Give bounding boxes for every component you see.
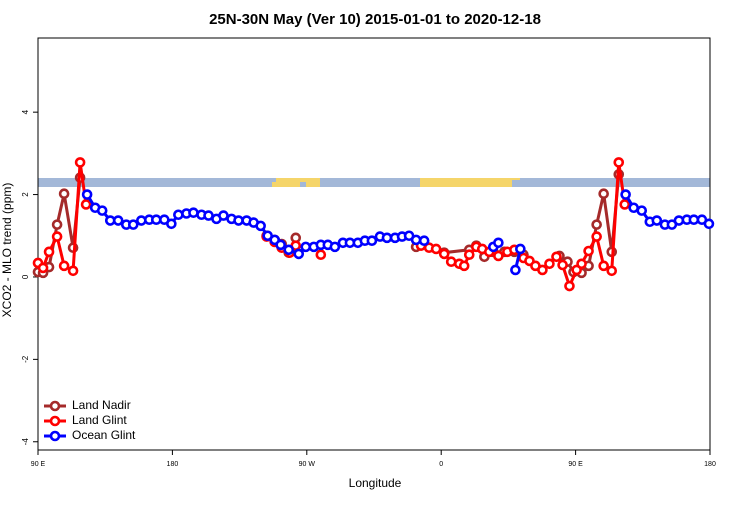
point: [315, 249, 327, 261]
y-axis-label: XCO2 - MLO trend (ppm): [0, 183, 14, 318]
legend-marker: [49, 430, 61, 442]
point: [430, 243, 442, 255]
x-axis-label: Longitude: [349, 476, 402, 490]
point: [74, 157, 86, 168]
legend-label: Land Nadir: [72, 398, 131, 412]
legend-label: Ocean Glint: [72, 428, 136, 442]
point: [703, 218, 715, 230]
point: [96, 205, 108, 216]
plot-frame: [37, 37, 711, 451]
point: [188, 207, 199, 218]
chart-title: 25N-30N May (Ver 10) 2015-01-01 to 2020-…: [209, 11, 541, 28]
point: [255, 220, 266, 232]
point: [619, 199, 631, 210]
point: [37, 262, 49, 274]
y-tick-label: 2: [21, 192, 30, 197]
point: [329, 241, 341, 253]
point: [58, 260, 70, 272]
point: [576, 258, 587, 270]
point: [51, 219, 63, 230]
point: [58, 188, 70, 200]
land-mask-strip: [38, 178, 710, 187]
point: [275, 239, 286, 251]
y-tick-label: -4: [21, 438, 30, 446]
point: [283, 244, 295, 256]
point: [651, 215, 663, 226]
x-tick-label: 0: [439, 461, 443, 468]
point: [366, 235, 378, 247]
point: [591, 219, 602, 230]
point: [127, 219, 139, 230]
point: [418, 235, 430, 247]
legend-marker: [49, 415, 61, 427]
point: [510, 264, 521, 276]
point: [410, 234, 422, 246]
point: [557, 259, 568, 271]
point: [458, 260, 470, 272]
point: [438, 248, 450, 260]
point: [544, 258, 555, 270]
point: [636, 205, 648, 216]
point: [537, 264, 548, 276]
point: [591, 231, 602, 242]
point: [564, 280, 575, 292]
x-tick-label: 180: [704, 461, 716, 468]
point: [620, 189, 631, 200]
point: [551, 251, 562, 263]
point: [166, 218, 177, 230]
point: [51, 231, 63, 242]
point: [613, 157, 625, 168]
point: [493, 250, 504, 262]
series: [81, 189, 715, 276]
point: [81, 189, 93, 200]
point: [43, 246, 55, 258]
legend-marker: [49, 400, 61, 412]
x-tick-label: 90 E: [31, 461, 46, 468]
x-tick-label: 180: [167, 461, 179, 468]
legend-label: Land Glint: [72, 413, 127, 427]
point: [80, 199, 92, 210]
point: [598, 260, 609, 272]
y-tick-label: -2: [21, 355, 30, 363]
point: [445, 256, 457, 268]
point: [67, 265, 79, 277]
point: [293, 248, 305, 260]
point: [112, 215, 124, 226]
point: [583, 245, 594, 257]
x-tick-label: 90 E: [568, 461, 583, 468]
point: [173, 209, 184, 221]
point: [463, 249, 475, 261]
point: [493, 237, 504, 249]
y-tick-label: 0: [21, 274, 30, 279]
x-tick-label: 90 W: [299, 461, 316, 468]
point: [515, 243, 526, 255]
point: [606, 265, 618, 277]
point: [598, 188, 609, 200]
y-tick-label: 4: [21, 109, 30, 114]
